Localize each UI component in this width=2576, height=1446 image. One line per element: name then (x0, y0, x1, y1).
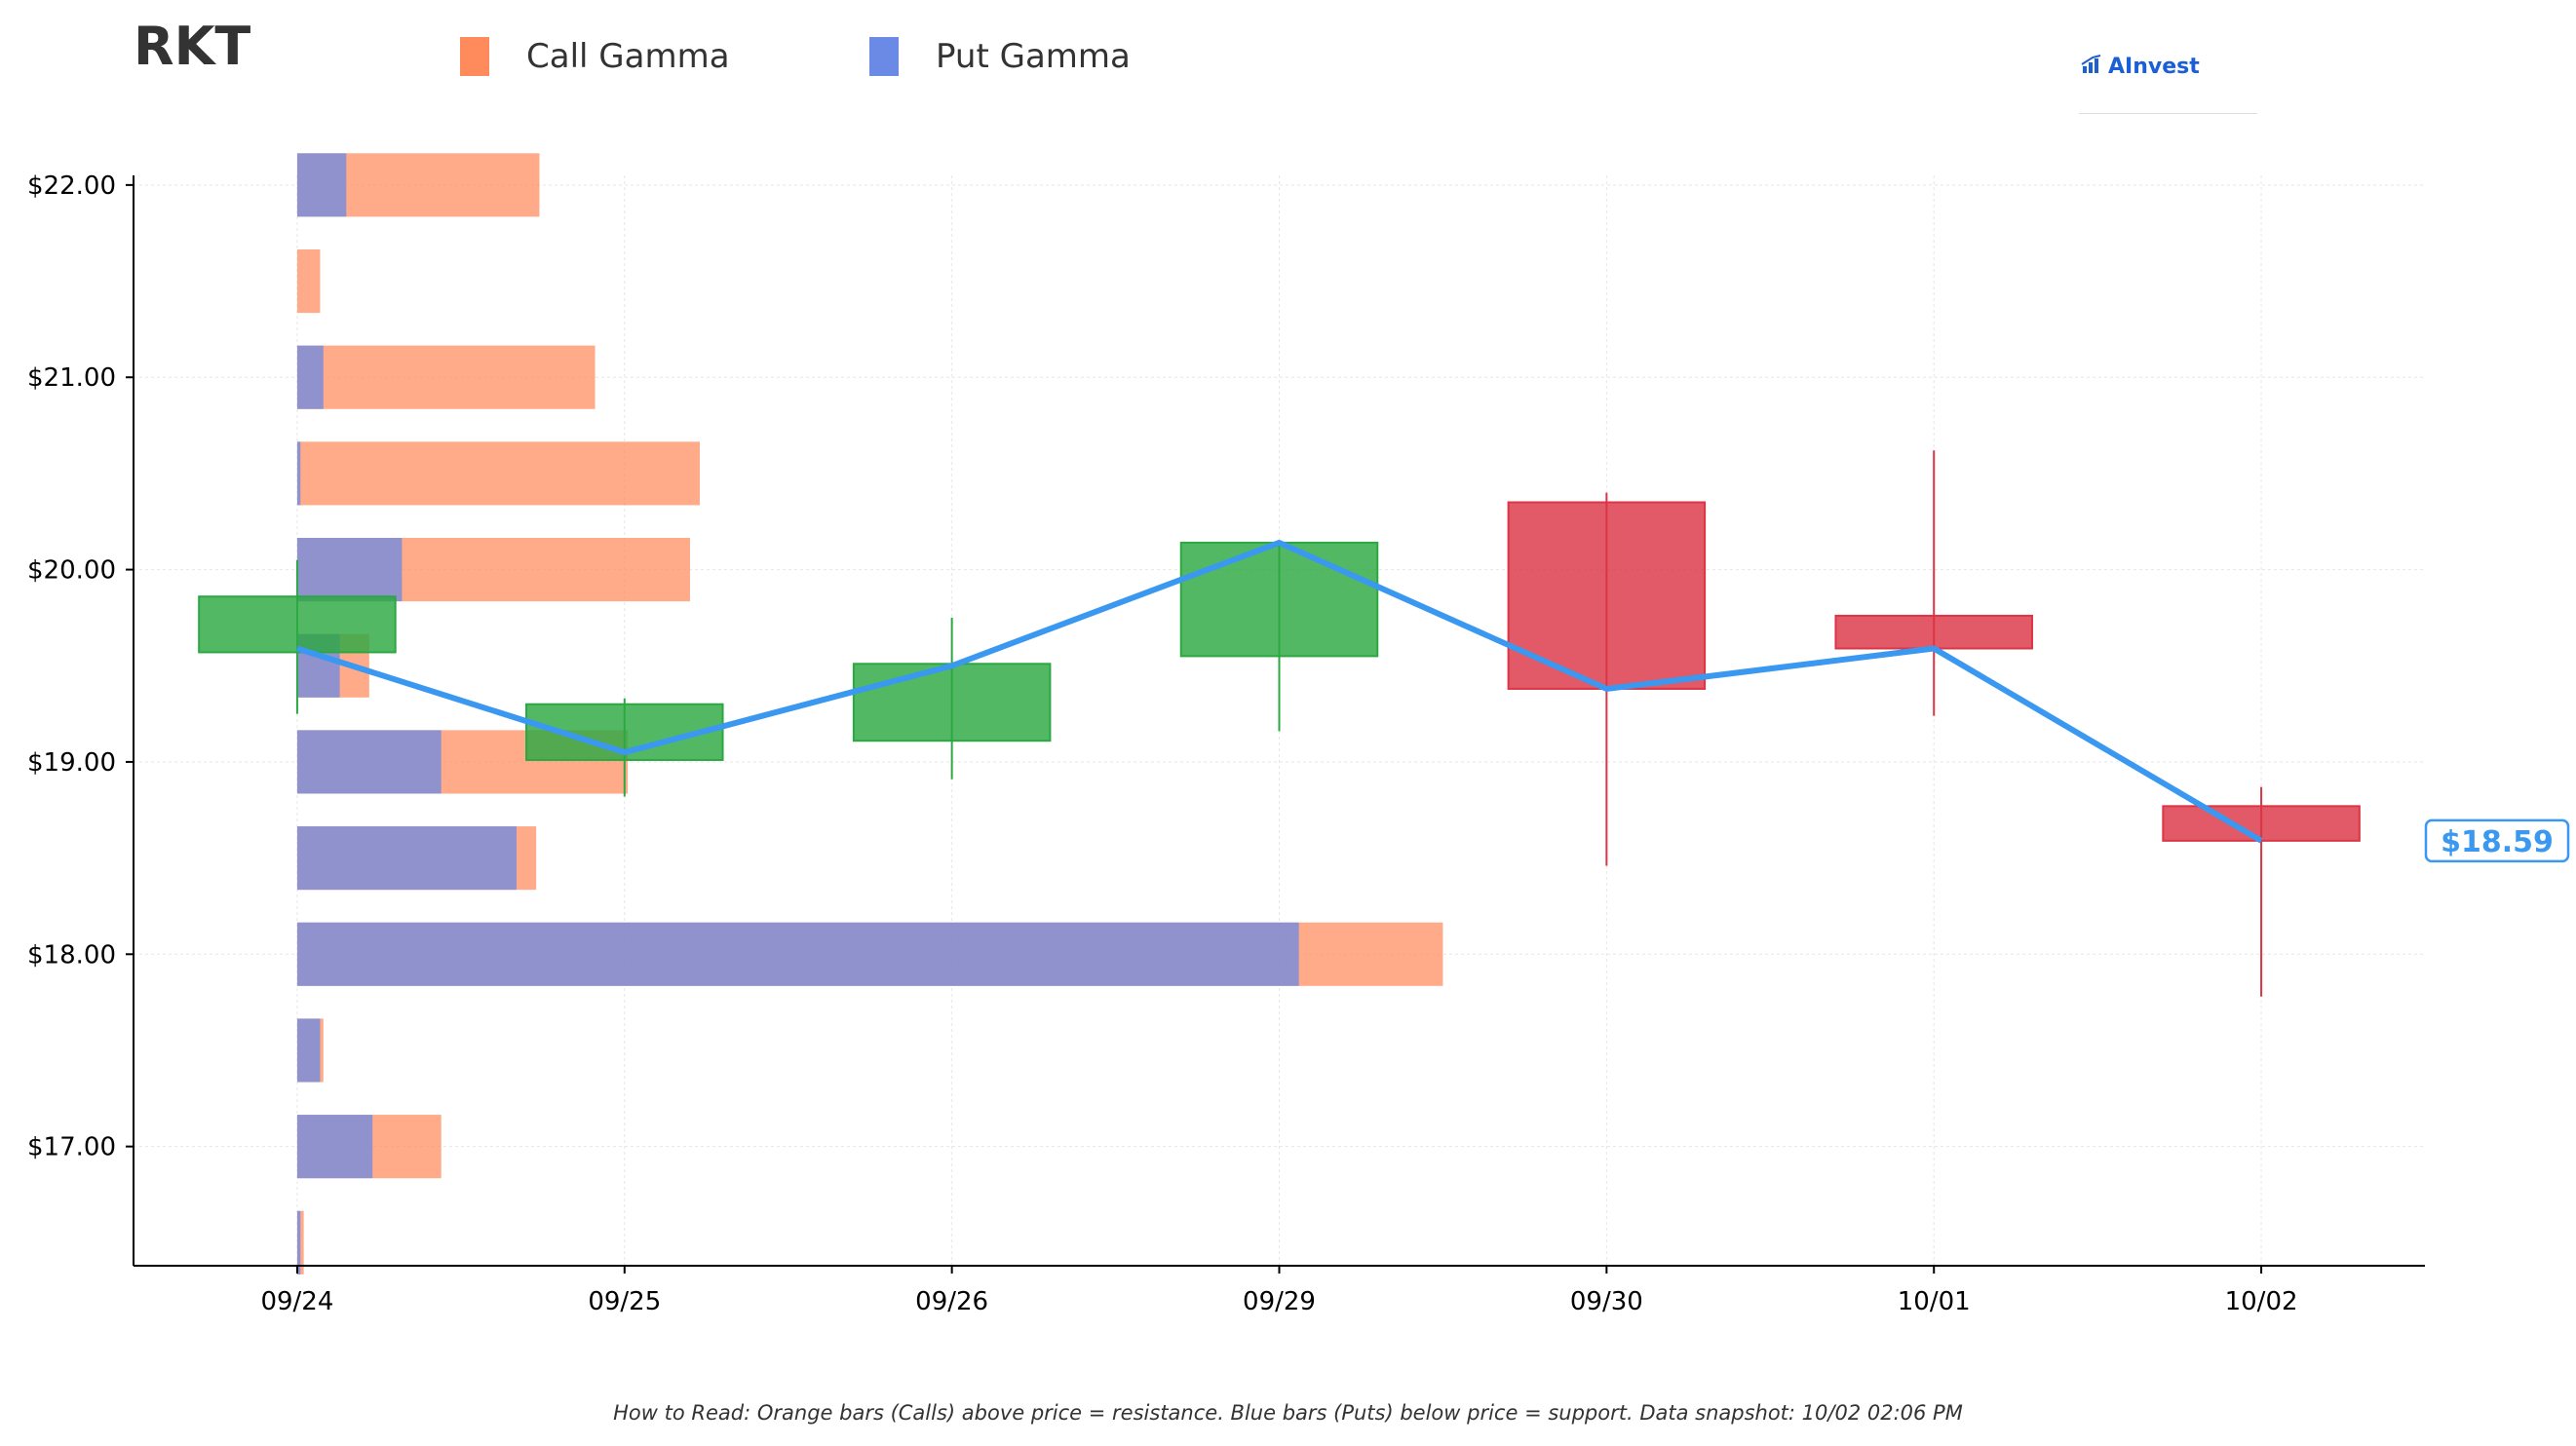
candle-body (198, 595, 397, 654)
x-tick-label: 09/25 (588, 1287, 661, 1316)
put-gamma-bar (296, 922, 1299, 986)
x-tick-label: 10/02 (2225, 1287, 2298, 1316)
candle-body (1834, 614, 2033, 650)
gamma-bars-layer (296, 153, 1443, 1275)
axes-layer: $17.00 $18.00 $19.00 $20.00 $21.00 $22.00 09/2… (27, 171, 2425, 1316)
y-tick-label: $18.00 (27, 940, 116, 970)
candle-body (2162, 805, 2361, 842)
put-gamma-bar (296, 441, 301, 506)
call-gamma-bar (296, 441, 701, 506)
x-tick-label: 10/01 (1898, 1287, 1971, 1316)
y-tick-label: $17.00 (27, 1133, 116, 1162)
y-tick-label: $20.00 (27, 556, 116, 586)
put-gamma-bar (296, 345, 324, 409)
legend-label-put-gamma: Put Gamma (936, 37, 1131, 76)
candle-body (852, 663, 1052, 742)
candle-body (1179, 541, 1379, 658)
y-tick-label: $21.00 (27, 363, 116, 393)
legend-label-call-gamma: Call Gamma (526, 37, 730, 76)
price-line-layer (296, 539, 2263, 844)
call-gamma-bar (296, 345, 596, 409)
put-gamma-bar (296, 826, 517, 891)
put-gamma-bar (296, 1115, 373, 1179)
price-line (296, 539, 2263, 844)
put-gamma-bar (296, 730, 442, 794)
y-tick-label: $22.00 (27, 171, 116, 201)
legend-item-put-gamma: Put Gamma (869, 37, 1131, 76)
ticker-title: RKT (134, 16, 251, 77)
put-gamma-bar (296, 153, 347, 217)
call-gamma-bar (296, 248, 321, 314)
last-price-box (2424, 818, 2570, 863)
last-price-layer: $18.59 (2424, 818, 2570, 863)
put-gamma-bar (296, 1018, 321, 1083)
x-tick-label: 09/29 (1243, 1287, 1316, 1316)
logo-text: AInvest (2108, 55, 2200, 79)
y-tick-label: $19.00 (27, 748, 116, 778)
put-gamma-swatch (869, 37, 899, 76)
footnote: How to Read: Orange bars (Calls) above p… (613, 1401, 1963, 1425)
put-gamma-bar (296, 538, 403, 602)
legend-item-call-gamma: Call Gamma (460, 37, 730, 76)
x-tick-label: 09/30 (1570, 1287, 1643, 1316)
x-tick-label: 09/26 (915, 1287, 988, 1316)
put-gamma-bar (296, 1210, 301, 1275)
chart-logo-icon (2081, 55, 2101, 73)
x-tick-label: 09/24 (260, 1287, 333, 1316)
call-gamma-swatch (460, 37, 489, 76)
ainvest-logo[interactable]: AInvest (2079, 47, 2257, 114)
last-price-label: $18.59 (2441, 825, 2554, 859)
